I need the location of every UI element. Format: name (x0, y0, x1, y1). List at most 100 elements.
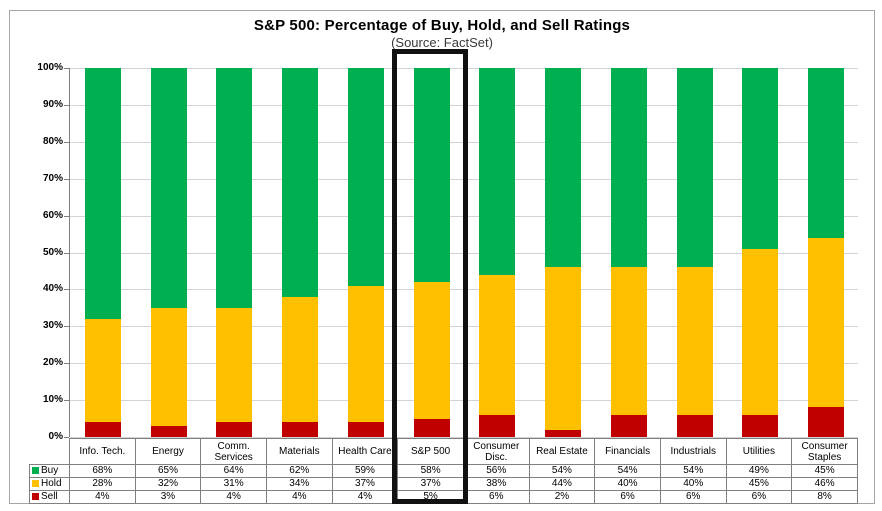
value-cell: 32% (134, 477, 202, 491)
value-cell: 54% (528, 464, 596, 478)
value-cell: 34% (265, 477, 333, 491)
bar-segment-hold-10 (676, 267, 713, 415)
bar-segment-buy-1 (84, 68, 121, 319)
bar-segment-buy-4 (282, 68, 319, 297)
bar-segment-buy-5 (347, 68, 384, 286)
bar-segment-sell-1 (84, 422, 121, 437)
bar-segment-buy-3 (216, 68, 253, 308)
chart-title: S&P 500: Percentage of Buy, Hold, and Se… (253, 17, 631, 34)
bar-segment-hold-8 (545, 267, 582, 430)
ratings-data-table: Info. Tech. Energy Comm. Services Materials… (29, 438, 858, 504)
bar-segment-hold-11 (742, 248, 779, 415)
value-cell: 28% (69, 477, 136, 491)
category-header-cell: Consumer Disc. (462, 438, 530, 465)
legend-cell-sell: Sell (29, 490, 70, 504)
value-cell: 54% (659, 464, 727, 478)
chart-subtitle: (Source: FactSet) (391, 35, 493, 50)
value-cell: 4% (69, 490, 136, 504)
bar-segment-buy-6 (413, 68, 450, 283)
value-cell: 4% (331, 490, 399, 504)
y-axis-tick-mark (64, 68, 69, 69)
y-axis-tick-mark (64, 179, 69, 180)
value-cell: 4% (200, 490, 267, 504)
table-row-buy: Buy 68% 65% 64% 62% 59% 58% 56% 54% 54% 54% 49% 45% (29, 464, 858, 478)
legend-cell-buy: Buy (29, 464, 70, 478)
y-axis-tick-mark (64, 289, 69, 290)
bar-segment-hold-4 (282, 296, 319, 423)
bar-segment-buy-8 (545, 68, 582, 268)
plot-area (69, 68, 858, 438)
y-axis-tick-label: 60% (42, 210, 63, 221)
value-cell: 31% (200, 477, 267, 491)
y-axis-tick-label: 30% (42, 320, 63, 331)
legend-label: Hold (41, 478, 62, 490)
value-cell: 65% (134, 464, 202, 478)
table-row-hold: Hold 28% 32% 31% 34% 37% 37% 38% 44% 40% 40% 45% 46% (29, 477, 858, 491)
bar-segment-hold-3 (216, 307, 253, 423)
value-cell: 62% (265, 464, 333, 478)
value-cell: 49% (725, 464, 793, 478)
y-axis-tick-mark (64, 363, 69, 364)
legend-cell-hold: Hold (29, 477, 70, 491)
y-axis-tick-mark (64, 216, 69, 217)
category-header-cell: Utilities (725, 438, 793, 465)
y-axis-tick-mark (64, 142, 69, 143)
value-cell: 56% (462, 464, 530, 478)
bar-segment-buy-9 (610, 68, 647, 268)
value-cell: 58% (397, 464, 464, 478)
category-header-cell: Comm. Services (200, 438, 267, 465)
y-axis-tick-mark (64, 105, 69, 106)
y-axis-tick-label: 70% (42, 173, 63, 184)
category-header-cell: Materials (265, 438, 333, 465)
y-axis-tick-label: 100% (37, 62, 63, 73)
bar-segment-buy-10 (676, 68, 713, 268)
category-header-cell: Consumer Staples (791, 438, 858, 465)
bar-segment-buy-12 (808, 68, 845, 238)
bar-segment-hold-7 (479, 274, 516, 415)
table-row-sell: Sell 4% 3% 4% 4% 4% 5% 6% 2% 6% 6% 6% 8% (29, 490, 858, 504)
value-cell: 37% (331, 477, 399, 491)
bar-segment-sell-6 (413, 418, 450, 437)
y-axis-tick-label: 90% (42, 99, 63, 110)
value-cell: 40% (659, 477, 727, 491)
y-axis-tick-mark (64, 326, 69, 327)
value-cell: 40% (594, 477, 661, 491)
category-header-cell: Real Estate (528, 438, 596, 465)
bar-segment-sell-3 (216, 422, 253, 437)
table-header-row: Info. Tech. Energy Comm. Services Materials… (30, 438, 858, 465)
bar-segment-hold-5 (347, 285, 384, 423)
bar-segment-sell-10 (676, 414, 713, 437)
value-cell: 6% (725, 490, 793, 504)
value-cell: 59% (331, 464, 399, 478)
bar-segment-hold-9 (610, 267, 647, 415)
sell-swatch-icon (32, 493, 39, 500)
value-cell: 6% (659, 490, 727, 504)
value-cell: 6% (594, 490, 661, 504)
value-cell: 46% (791, 477, 858, 491)
bar-segment-buy-2 (150, 68, 187, 308)
y-axis-tick-mark (64, 253, 69, 254)
bar-segment-hold-1 (84, 318, 121, 423)
category-header-cell: Industrials (659, 438, 727, 465)
y-axis-tick-label: 40% (42, 283, 63, 294)
value-cell: 45% (725, 477, 793, 491)
bar-segment-buy-11 (742, 68, 779, 249)
hold-swatch-icon (32, 480, 39, 487)
value-cell: 54% (594, 464, 661, 478)
y-axis-tick-label: 0% (48, 431, 63, 442)
category-header-cell: Energy (134, 438, 202, 465)
category-header-cell: Info. Tech. (69, 438, 136, 465)
bar-segment-hold-12 (808, 237, 845, 408)
bar-segment-sell-5 (347, 422, 384, 437)
category-header-cell: Financials (594, 438, 661, 465)
value-cell: 8% (791, 490, 858, 504)
bar-segment-sell-8 (545, 429, 582, 437)
value-cell: 45% (791, 464, 858, 478)
y-axis-tick-mark (64, 400, 69, 401)
sp500-highlight-box (392, 49, 468, 504)
value-cell: 3% (134, 490, 202, 504)
bar-segment-buy-7 (479, 68, 516, 275)
y-axis-tick-label: 50% (42, 247, 63, 258)
bar-segment-hold-2 (150, 307, 187, 426)
bar-segment-sell-4 (282, 422, 319, 437)
